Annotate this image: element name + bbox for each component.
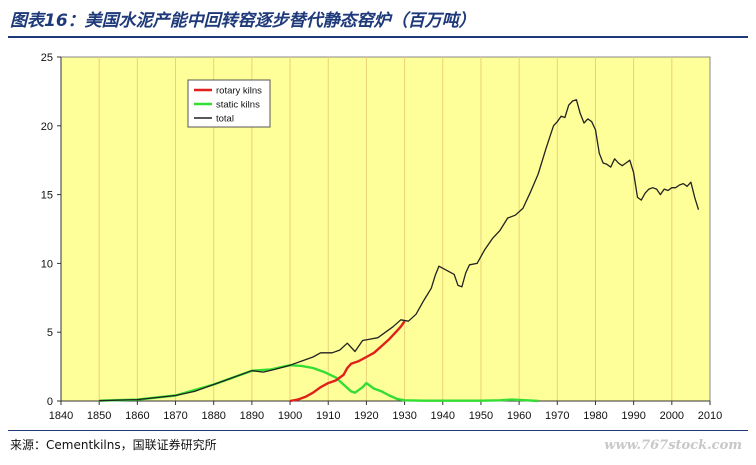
x-tick-label: 1870 [163,410,187,422]
x-tick-label: 1980 [583,410,607,422]
x-tick-label: 1860 [125,410,149,422]
x-tick-label: 1990 [621,410,645,422]
x-tick-label: 1900 [278,410,302,422]
x-tick-label: 1920 [354,410,378,422]
y-tick-label: 5 [47,327,53,339]
y-tick-label: 20 [41,121,53,133]
series-line-rotary-kilns [289,320,406,403]
x-tick-label: 2000 [660,410,684,422]
x-tick-label: 1850 [87,410,111,422]
footer-rule [8,430,748,431]
legend-label: rotary kilns [216,86,262,97]
line-chart: 1840 1850 1860 1870 1880 1890 1900 1910 1920 1930… [41,52,722,422]
x-tick-label: 1840 [49,410,73,422]
x-tick-label: 1940 [431,410,455,422]
x-tick-label: 1960 [507,410,531,422]
x-tick-label: 1880 [201,410,225,422]
title-underline [8,36,748,38]
chart-container: 1840 1850 1860 1870 1880 1890 1900 1910 1920 1930… [0,40,756,430]
x-tick-label: 1970 [545,410,569,422]
x-tick-label: 1910 [316,410,340,422]
x-tick-label: 1950 [469,410,493,422]
x-tick-label: 2010 [698,410,722,422]
series-line-total [99,99,700,402]
x-tick-label: 1890 [240,410,264,422]
x-tick-label: 1930 [392,410,416,422]
source-note: 来源：Cementkilns，国联证券研究所 [10,438,217,452]
watermark: www.767stock.com [604,438,742,453]
plot-area [60,56,711,402]
y-tick-label: 0 [47,396,53,408]
y-tick-label: 10 [41,258,53,270]
legend-label: static kilns [216,100,260,111]
legend-label: total [216,114,234,125]
figure-title: 图表16：美国水泥产能中回转窑逐步替代静态窑炉（百万吨） [10,11,476,31]
y-tick-label: 15 [41,190,53,202]
y-tick-label: 25 [41,52,53,64]
